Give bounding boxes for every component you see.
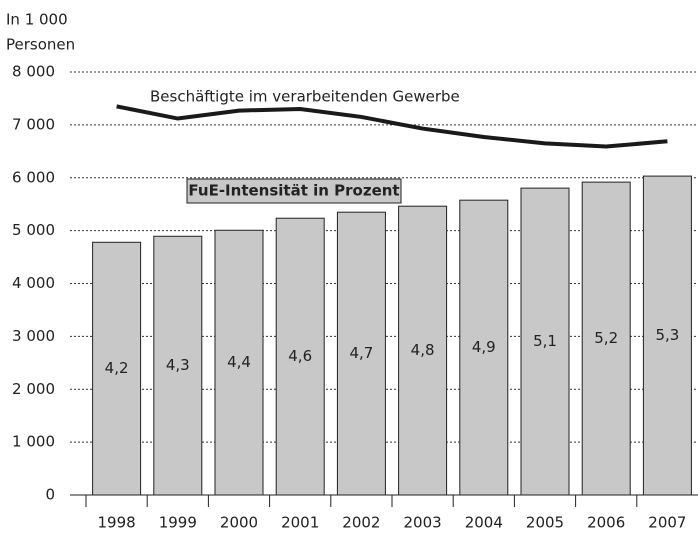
- bar-value-label: 5,3: [655, 326, 679, 344]
- y-axis-label: Personen: [6, 36, 75, 54]
- y-tick-label: 5 000: [12, 221, 55, 239]
- bar-value-label: 4,7: [349, 344, 373, 362]
- x-tick-label: 2004: [465, 514, 503, 532]
- y-tick-label: 0: [45, 486, 55, 504]
- bar: [398, 205, 448, 496]
- bar-value-label: 4,4: [227, 353, 251, 371]
- y-axis-label: In 1 000: [6, 11, 68, 29]
- y-tick-label: 3 000: [12, 327, 55, 345]
- x-tick-label: 2000: [220, 514, 258, 532]
- bar: [214, 229, 264, 496]
- bar-value-label: 4,2: [105, 359, 129, 377]
- x-tick-label: 2007: [648, 514, 686, 532]
- line: [116, 104, 668, 149]
- line-label: Beschäftigte im verarbeitenden Gewerbe: [150, 88, 460, 106]
- y-tick-label: 4 000: [12, 274, 55, 292]
- legend-box: [186, 178, 402, 204]
- legend-label: FuE-Intensität in Prozent: [188, 182, 399, 200]
- x-tick-label: 2002: [342, 514, 380, 532]
- bar-value-label: 5,2: [594, 329, 618, 347]
- x-tick-label: 1998: [98, 514, 136, 532]
- bar: [642, 175, 692, 496]
- bar-value-label: 5,1: [533, 332, 557, 350]
- bar-value-label: 4,3: [166, 356, 190, 374]
- y-tick-label: 7 000: [12, 115, 55, 133]
- bar: [336, 211, 386, 496]
- x-tick-label: 2001: [281, 514, 319, 532]
- bar: [581, 181, 631, 496]
- x-tick-label: 2006: [587, 514, 625, 532]
- bar: [520, 187, 570, 496]
- y-tick-label: 8 000: [12, 63, 55, 81]
- y-tick-label: 6 000: [12, 168, 55, 186]
- bar-value-label: 4,6: [288, 347, 312, 365]
- y-tick-label: 2 000: [12, 380, 55, 398]
- bar-value-label: 4,9: [472, 338, 496, 356]
- bar: [275, 217, 325, 496]
- x-tick-label: 2005: [526, 514, 564, 532]
- bar: [92, 241, 142, 496]
- bar-value-label: 4,8: [411, 341, 435, 359]
- bar: [459, 199, 509, 496]
- x-tick-label: 2003: [404, 514, 442, 532]
- x-tick-label: 1999: [159, 514, 197, 532]
- y-tick-label: 1 000: [12, 433, 55, 451]
